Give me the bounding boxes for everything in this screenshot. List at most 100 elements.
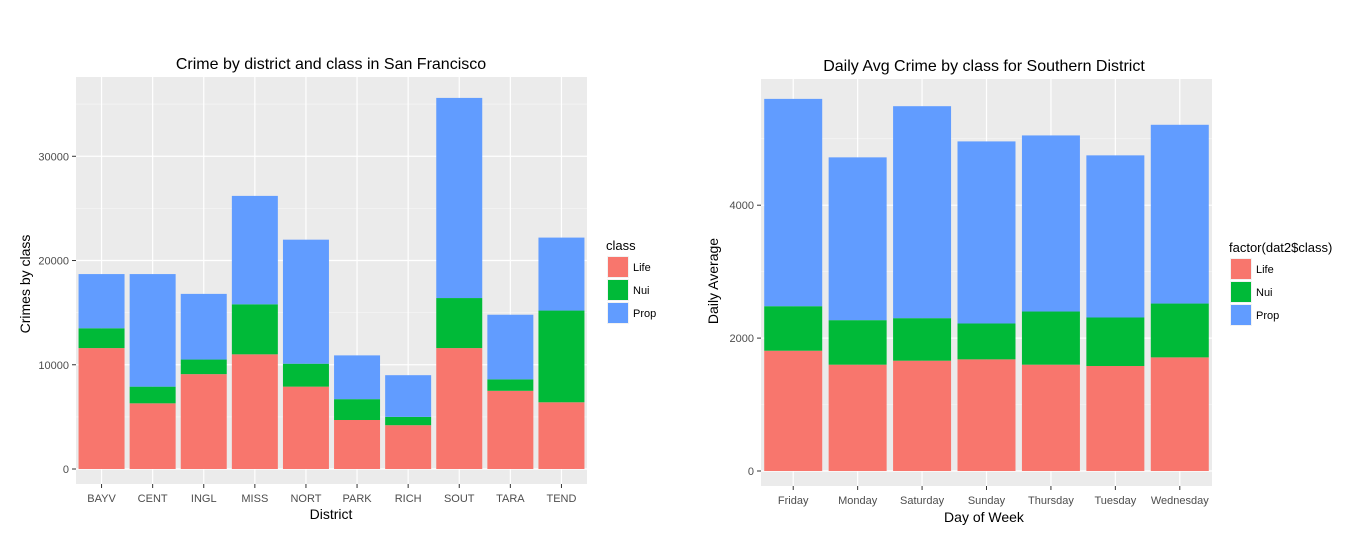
y-axis-ticks: 0 10000 20000 30000 xyxy=(38,151,76,476)
x-tick-label: INGL xyxy=(191,493,217,505)
bar-life-sunday xyxy=(957,359,1016,471)
x-tick-label: TARA xyxy=(496,493,525,505)
bar-prop-sunday xyxy=(957,141,1016,324)
bar-prop-ingl xyxy=(180,293,227,360)
x-tick-label: PARK xyxy=(342,493,372,505)
bar-life-miss xyxy=(231,354,278,469)
bar-nui-tara xyxy=(487,379,534,391)
bar-nui-thursday xyxy=(1021,311,1080,365)
bar-prop-rich xyxy=(385,375,432,417)
bar-prop-friday xyxy=(764,98,823,307)
y-tick-label: 20000 xyxy=(38,256,69,268)
bar-life-sout xyxy=(436,348,483,469)
x-tick-label: NORT xyxy=(290,493,321,505)
legend-label-nui: Nui xyxy=(633,285,650,297)
bar-prop-saturday xyxy=(893,106,952,319)
bar-nui-sout xyxy=(436,298,483,349)
bar-nui-monday xyxy=(828,320,887,365)
bar-nui-rich xyxy=(385,416,432,426)
bar-group xyxy=(764,98,1209,471)
bar-life-tend xyxy=(538,402,585,469)
y-tick-label: 30000 xyxy=(38,151,69,163)
bar-life-park xyxy=(334,420,381,469)
bar-nui-sunday xyxy=(957,323,1016,360)
bar-life-tara xyxy=(487,390,534,469)
bar-prop-bayv xyxy=(78,274,125,329)
bar-nui-miss xyxy=(231,304,278,355)
bar-life-monday xyxy=(828,364,887,471)
x-tick-label: Saturday xyxy=(900,495,945,507)
y-tick-label: 10000 xyxy=(38,360,69,372)
chart-district: Crime by district and class in San Franc… xyxy=(17,56,656,522)
chart-title: Daily Avg Crime by class for Southern Di… xyxy=(823,58,1145,75)
bar-prop-cent xyxy=(129,274,176,387)
bar-prop-thursday xyxy=(1021,135,1080,312)
bar-nui-saturday xyxy=(893,318,952,361)
bar-prop-miss xyxy=(231,195,278,305)
bar-prop-park xyxy=(334,355,381,400)
chart-title: Crime by district and class in San Franc… xyxy=(176,56,486,73)
bar-prop-wednesday xyxy=(1150,124,1209,304)
bar-nui-wednesday xyxy=(1150,303,1209,358)
x-tick-label: TEND xyxy=(546,493,576,505)
x-tick-label: Tuesday xyxy=(1094,495,1136,507)
x-tick-label: Friday xyxy=(778,495,809,507)
chart-southern-daily: Daily Avg Crime by class for Southern Di… xyxy=(705,58,1332,525)
bar-life-nort xyxy=(282,386,329,469)
bar-prop-tend xyxy=(538,237,585,311)
legend-swatch-life xyxy=(1231,259,1251,279)
legend-swatch-nui xyxy=(1231,282,1251,302)
y-axis-title: Daily Average xyxy=(705,238,721,324)
y-axis-ticks: 0 2000 4000 xyxy=(730,200,761,478)
bar-life-rich xyxy=(385,425,432,469)
bar-life-saturday xyxy=(893,360,952,471)
bar-nui-nort xyxy=(282,363,329,387)
bar-life-bayv xyxy=(78,348,125,469)
legend-label-life: Life xyxy=(1256,264,1274,276)
legend-label-life: Life xyxy=(633,262,651,274)
bar-life-friday xyxy=(764,350,823,471)
x-axis-ticks: Friday Monday Saturday Sunday Thursday Tuesda… xyxy=(778,486,1209,507)
legend-swatch-nui xyxy=(608,280,628,300)
x-tick-label: Sunday xyxy=(968,495,1006,507)
x-tick-label: Thursday xyxy=(1028,495,1074,507)
bar-group xyxy=(78,97,585,469)
bar-prop-tuesday xyxy=(1086,155,1145,318)
legend: factor(dat2$class) Life Nui Prop xyxy=(1229,240,1332,326)
x-tick-label: Wednesday xyxy=(1151,495,1209,507)
y-tick-label: 2000 xyxy=(730,333,754,345)
bar-nui-friday xyxy=(764,306,823,351)
bar-prop-monday xyxy=(828,157,887,321)
legend-title: class xyxy=(606,238,636,253)
bar-prop-tara xyxy=(487,314,534,380)
y-tick-label: 0 xyxy=(748,466,754,478)
legend-swatch-prop xyxy=(608,303,628,323)
bar-nui-park xyxy=(334,399,381,421)
bar-nui-ingl xyxy=(180,359,227,375)
x-tick-label: MISS xyxy=(241,493,268,505)
legend-swatch-life xyxy=(608,257,628,277)
bar-nui-tuesday xyxy=(1086,317,1145,367)
x-axis-title: Day of Week xyxy=(944,509,1025,525)
legend: class Life Nui Prop xyxy=(606,238,656,324)
legend-swatch-prop xyxy=(1231,305,1251,325)
x-tick-label: BAYV xyxy=(87,493,116,505)
y-axis-title: Crimes by class xyxy=(17,235,33,334)
y-tick-label: 0 xyxy=(63,464,69,476)
legend-label-prop: Prop xyxy=(1256,310,1279,322)
bar-prop-nort xyxy=(282,239,329,364)
legend-title: factor(dat2$class) xyxy=(1229,240,1332,255)
x-tick-label: SOUT xyxy=(444,493,475,505)
bar-prop-sout xyxy=(436,97,483,299)
bar-nui-bayv xyxy=(78,328,125,349)
bar-life-wednesday xyxy=(1150,357,1209,471)
x-tick-label: Monday xyxy=(838,495,878,507)
x-tick-label: CENT xyxy=(138,493,168,505)
legend-label-prop: Prop xyxy=(633,308,656,320)
x-axis-ticks: BAYV CENT INGL MISS NORT PARK RICH SOUT TARA TEND xyxy=(87,484,576,505)
bar-life-tuesday xyxy=(1086,366,1145,471)
bar-nui-tend xyxy=(538,310,585,403)
x-tick-label: RICH xyxy=(395,493,422,505)
bar-nui-cent xyxy=(129,386,176,404)
